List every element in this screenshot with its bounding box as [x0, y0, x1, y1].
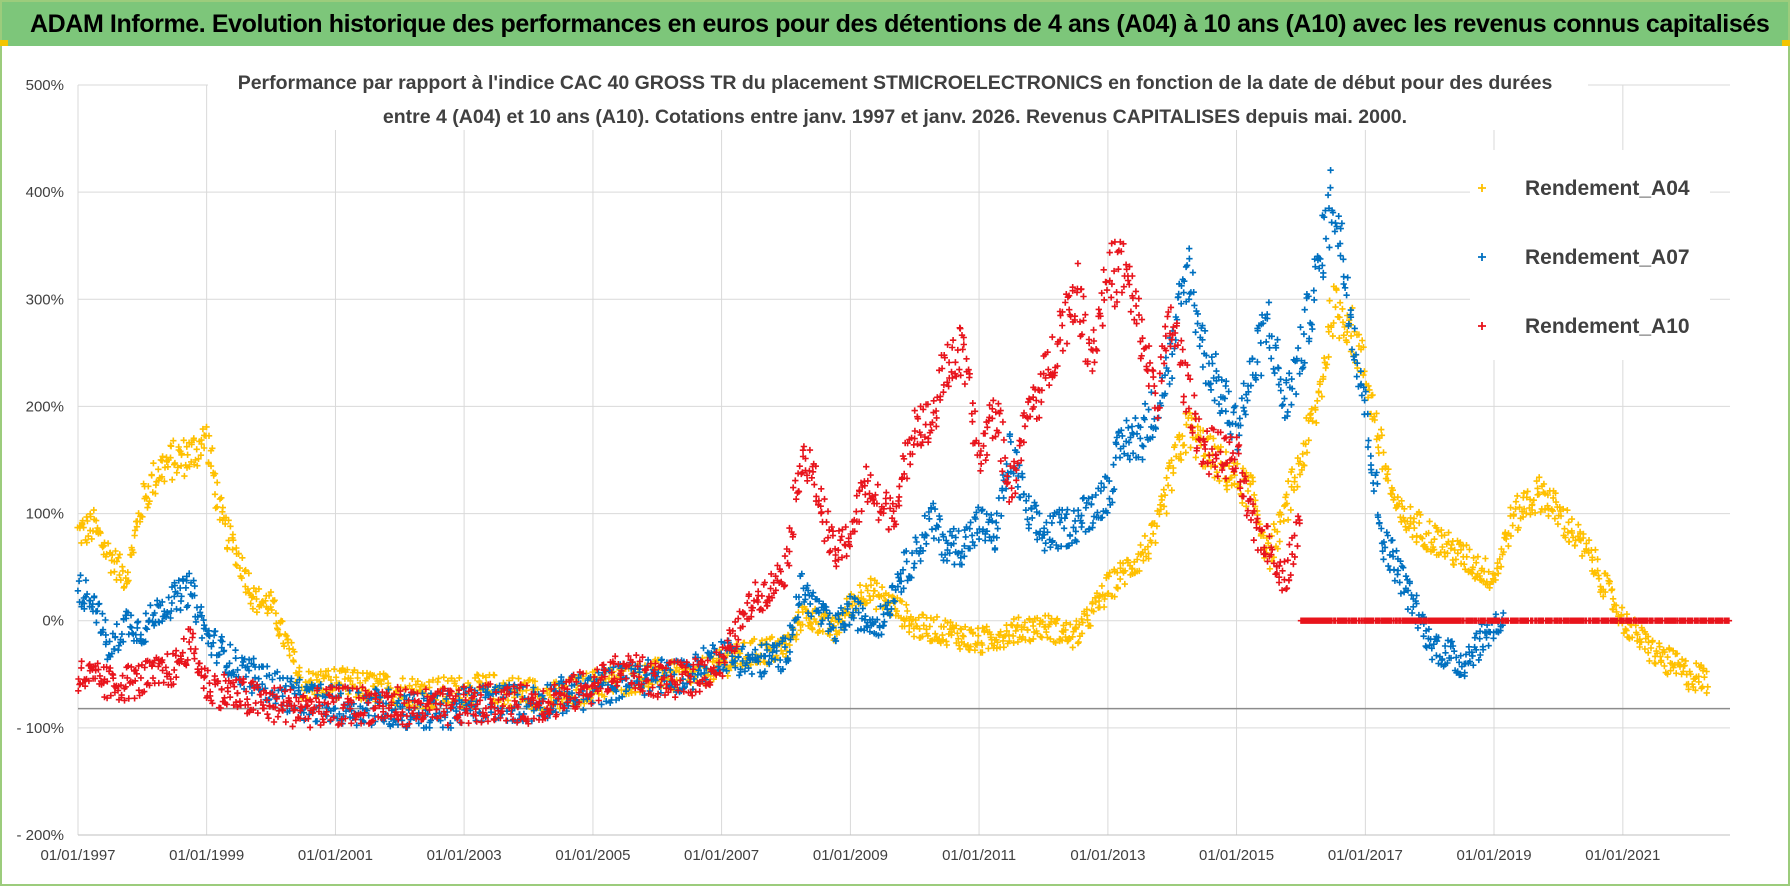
chart-legend: Rendement_A04 Rendement_A07 Rendement_A10 — [1470, 150, 1710, 360]
chart-points — [74, 167, 1733, 732]
y-tick-label: 200% — [26, 398, 64, 415]
y-tick-label: 400% — [26, 184, 64, 201]
series-points — [74, 283, 1711, 715]
legend-label: Rendement_A10 — [1525, 315, 1690, 338]
x-tick-label: 01/01/2009 — [813, 847, 888, 864]
y-tick-label: - 200% — [16, 827, 64, 844]
banner-corner-left — [0, 40, 8, 46]
y-tick-label: 0% — [42, 613, 64, 630]
page-title: ADAM Informe. Evolution historique des p… — [30, 10, 1770, 38]
x-tick-label: 01/01/1997 — [40, 847, 115, 864]
chart-subtitle-line-1: Performance par rapport à l'indice CAC 4… — [238, 72, 1553, 94]
legend-label: Rendement_A04 — [1525, 177, 1690, 200]
y-tick-label: - 100% — [16, 720, 64, 737]
y-tick-label: 100% — [26, 506, 64, 523]
series-rendement-a10 — [75, 238, 1303, 731]
header-banner: ADAM Informe. Evolution historique des p… — [2, 2, 1788, 46]
legend-label: Rendement_A07 — [1525, 246, 1690, 269]
x-tick-label: 01/01/2007 — [684, 847, 759, 864]
x-tick-label: 01/01/2013 — [1070, 847, 1145, 864]
x-tick-label: 01/01/2015 — [1199, 847, 1274, 864]
x-tick-label: 01/01/2001 — [298, 847, 373, 864]
x-axis: 01/01/1997 01/01/1999 01/01/2001 01/01/2003… — [40, 847, 1660, 864]
x-tick-label: 01/01/2021 — [1585, 847, 1660, 864]
x-tick-label: 01/01/2011 — [942, 847, 1016, 864]
series-points — [75, 238, 1303, 731]
x-tick-label: 01/01/2005 — [555, 847, 630, 864]
subtitle-background — [208, 66, 1588, 130]
x-tick-label: 01/01/1999 — [169, 847, 244, 864]
legend-background — [1470, 150, 1710, 360]
y-tick-label: 500% — [26, 77, 64, 94]
series-points — [1297, 617, 1733, 624]
series-rendement-a10-zero-segment- — [1297, 617, 1733, 624]
y-tick-label: 300% — [26, 291, 64, 308]
x-tick-label: 01/01/2003 — [427, 847, 502, 864]
y-axis: - 200% - 100% 0% 100% 200% 300% 400% 500% — [16, 77, 64, 844]
chart-subtitle-line-2: entre 4 (A04) et 10 ans (A10). Cotations… — [383, 106, 1407, 128]
legend-marker — [1478, 322, 1486, 330]
x-tick-label: 01/01/2019 — [1456, 847, 1531, 864]
legend-marker — [1478, 184, 1486, 192]
series-rendement-a04 — [74, 283, 1711, 715]
legend-marker — [1478, 253, 1486, 261]
banner-corner-right — [1782, 40, 1790, 46]
x-tick-label: 01/01/2017 — [1328, 847, 1403, 864]
